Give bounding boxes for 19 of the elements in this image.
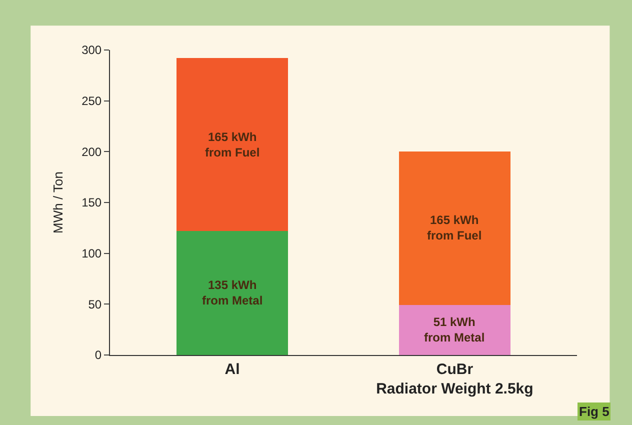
y-tick-label: 150 (82, 196, 102, 210)
annotation: 51 kWh from Metal (424, 315, 485, 345)
caption: Fig 5 (579, 404, 610, 419)
y-tick-label: 250 (82, 94, 102, 108)
bar (399, 152, 510, 306)
y-tick-label: 0 (94, 348, 102, 362)
y-tick-label: 200 (82, 144, 102, 159)
y-tick-label: 300 (82, 43, 102, 58)
bar (399, 305, 510, 355)
annotation: 165 kWh from Fuel (205, 130, 260, 160)
x-tick-label: CuBr Radiator Weight 2.5kg (376, 361, 534, 398)
x-tick-label: Al (224, 361, 240, 378)
bar (176, 230, 288, 355)
annotation: 135 kWh from Metal (202, 278, 263, 308)
y-tick-label: 100 (82, 246, 102, 261)
annotation: 165 kWh from Fuel (427, 213, 482, 243)
y-tick-label: 50 (88, 297, 102, 312)
bar (176, 58, 288, 231)
y-axis-title: MWh / Ton (50, 172, 66, 234)
